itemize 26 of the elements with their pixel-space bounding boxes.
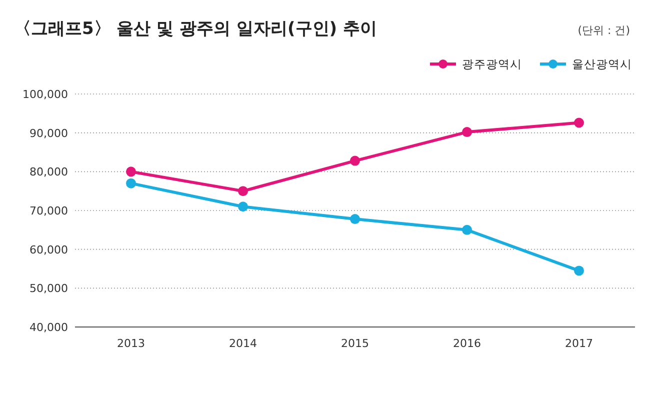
y-tick-label: 40,000: [30, 321, 68, 334]
y-tick-label: 100,000: [22, 88, 68, 101]
point: [350, 214, 360, 224]
text: (단위 : 건): [578, 24, 630, 37]
x-tick-label: 2016: [453, 337, 481, 350]
x-tick-label: 2013: [117, 337, 145, 350]
point: [350, 156, 360, 166]
legend-label: 울산광역시: [572, 57, 632, 71]
y-tick-label: 70,000: [30, 204, 68, 218]
point: [462, 224, 472, 235]
point: [126, 166, 136, 177]
point: [574, 118, 584, 128]
y-tick-label: 50,000: [30, 282, 68, 296]
y-tick-label: 80,000: [30, 166, 68, 179]
x-tick-label: 2017: [565, 337, 593, 350]
point: [238, 186, 248, 196]
x-tick-label: 2015: [341, 337, 369, 350]
point: [574, 266, 584, 276]
chart-title: 〈그래프5〉 울산 및 광주의 일자리(구인) 추이: [14, 19, 377, 39]
y-tick-label: 90,000: [30, 126, 68, 140]
point: [126, 178, 136, 188]
point: [238, 202, 248, 212]
x-tick-label: 2014: [229, 337, 257, 350]
point: [462, 127, 472, 138]
legend-label: 광주광역시: [462, 57, 522, 71]
y-tick-label: 60,000: [30, 243, 68, 256]
